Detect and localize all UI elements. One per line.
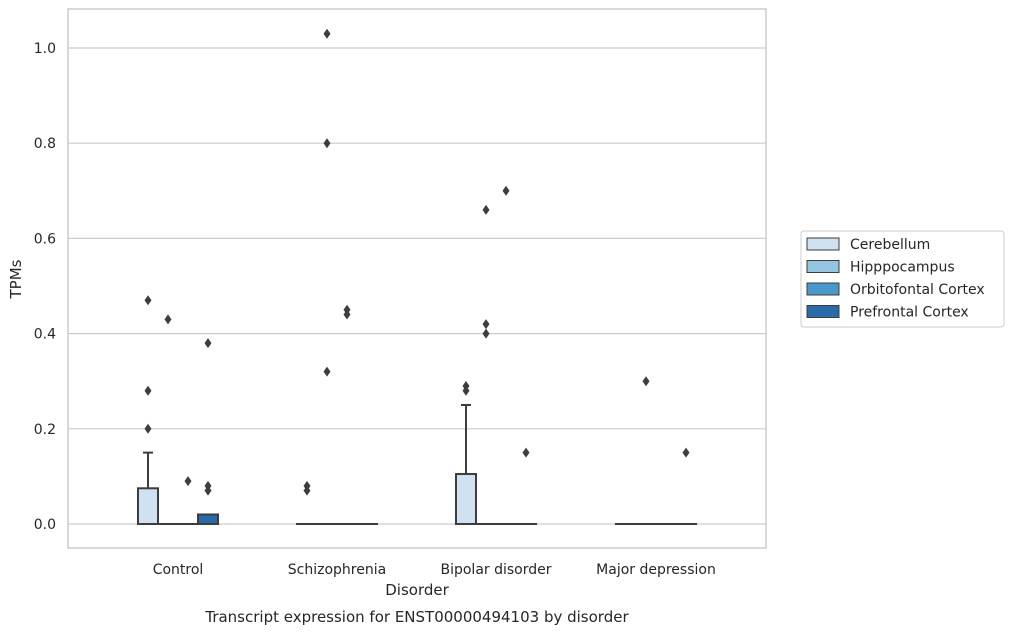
chart-title: Transcript expression for ENST0000049410… [204,608,629,626]
legend-label: Prefrontal Cortex [850,305,969,321]
x-axis-ticks: Control Schizophrenia Bipolar disorder Majo… [153,562,716,578]
legend-label: Cerebellum [850,237,930,253]
legend-swatch [806,260,840,273]
x-axis-title: Disorder [385,581,449,599]
y-tick-label: 0.4 [34,327,56,343]
legend-label: Orbitofontal Cortex [850,282,985,298]
outlier-point [323,366,331,377]
outlier-point [323,28,331,39]
outlier-point [323,138,331,149]
gridlines [68,47,766,525]
x-tick-label: Major depression [596,562,716,578]
box [197,513,219,525]
x-tick-label: Control [153,562,204,578]
outlier-point [482,204,490,215]
y-tick-label: 0.6 [34,231,56,247]
legend-box [800,230,1005,328]
outlier-point [144,295,152,306]
y-axis-title: TPMs [7,259,25,299]
legend-swatch [806,305,840,318]
legend-label: Hipppocampus [850,260,955,276]
plot-frame [67,8,767,549]
outlier-point [204,480,212,491]
y-tick-label: 1.0 [34,41,56,57]
outliers [144,28,690,496]
outlier-point [144,423,152,434]
outlier-point [184,476,192,487]
outlier-point [462,380,470,391]
box [137,487,159,525]
legend: Cerebellum Hipppocampus Orbitofontal Corte… [800,230,1005,328]
y-tick-label: 0.8 [34,136,56,152]
y-tick-label: 0.0 [34,517,56,533]
outlier-point [642,376,650,387]
outlier-point [144,385,152,396]
y-axis-ticks: 0.0 0.2 0.4 0.6 0.8 1.0 [34,41,56,533]
outlier-point [164,314,172,325]
outlier-point [522,447,530,458]
outlier-point [682,447,690,458]
outlier-point [303,480,311,491]
outlier-point [343,304,351,315]
legend-swatch [806,237,840,251]
legend-swatch [806,282,840,296]
boxes [137,404,697,526]
outlier-point [482,328,490,339]
box [455,473,477,525]
x-tick-label: Schizophrenia [288,562,386,578]
y-tick-label: 0.2 [34,422,56,438]
outlier-point [482,319,490,330]
outlier-point [502,185,510,196]
x-tick-label: Bipolar disorder [440,562,551,578]
outlier-point [204,338,212,349]
